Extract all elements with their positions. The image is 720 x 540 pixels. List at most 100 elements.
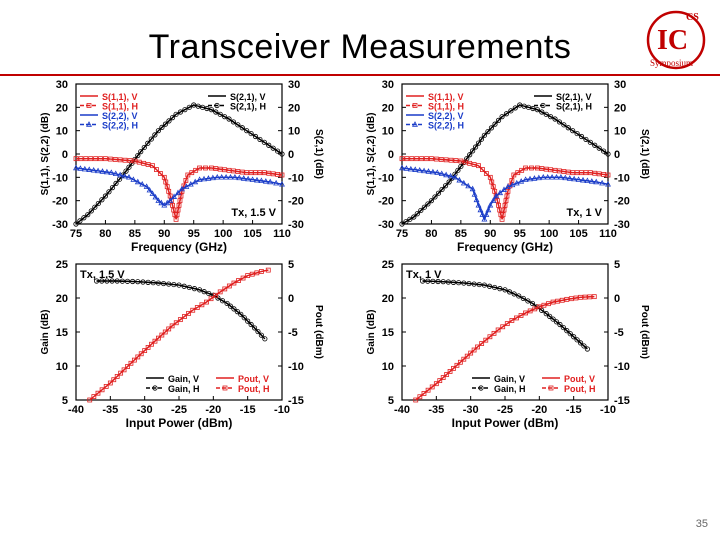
data-point bbox=[503, 198, 509, 204]
data-point bbox=[419, 156, 425, 162]
logo-mid-text: IC bbox=[657, 25, 688, 56]
data-point bbox=[155, 280, 162, 286]
data-point bbox=[274, 148, 281, 154]
x-tick-label: -40 bbox=[394, 404, 410, 416]
y-right-tick-label: 0 bbox=[614, 293, 620, 305]
data-point bbox=[266, 142, 272, 148]
data-point bbox=[466, 280, 472, 287]
series-pout-h bbox=[413, 294, 597, 403]
data-point bbox=[190, 307, 196, 313]
y-left-tick-label: 10 bbox=[382, 126, 394, 138]
data-point bbox=[476, 281, 482, 288]
data-point bbox=[186, 104, 192, 110]
y-right-tick-label: -5 bbox=[614, 327, 624, 339]
data-point bbox=[596, 145, 602, 151]
data-point bbox=[495, 327, 501, 333]
y-left-tick-label: 20 bbox=[382, 102, 394, 114]
data-point bbox=[138, 149, 144, 155]
data-point bbox=[496, 202, 501, 208]
data-point bbox=[433, 381, 439, 387]
y-left-axis-label: S(1,1), S(2,2) (dB) bbox=[40, 113, 51, 196]
data-point bbox=[500, 324, 506, 330]
legend-label: S(2,2), V bbox=[428, 111, 464, 121]
data-point bbox=[432, 194, 438, 200]
series-line bbox=[401, 167, 609, 222]
data-point bbox=[136, 159, 142, 165]
data-point bbox=[605, 151, 611, 157]
data-point bbox=[234, 308, 240, 315]
data-point bbox=[433, 156, 439, 162]
data-point bbox=[226, 116, 232, 122]
data-point bbox=[487, 201, 494, 208]
data-point bbox=[217, 289, 223, 295]
data-point bbox=[176, 282, 182, 288]
data-point bbox=[150, 280, 156, 286]
data-point bbox=[109, 185, 116, 191]
x-tick-label: 90 bbox=[484, 228, 496, 240]
data-point bbox=[236, 174, 243, 181]
data-point bbox=[512, 105, 518, 111]
data-point bbox=[145, 140, 151, 146]
x-tick-label: 100 bbox=[540, 228, 558, 240]
data-point bbox=[447, 172, 454, 179]
data-point bbox=[457, 359, 463, 365]
data-point bbox=[231, 280, 237, 286]
plot-frame bbox=[401, 263, 609, 401]
data-point bbox=[122, 157, 128, 163]
data-point bbox=[399, 164, 405, 171]
data-point bbox=[152, 132, 158, 138]
data-point bbox=[574, 170, 580, 176]
legend-label: S(1,1), V bbox=[428, 92, 464, 102]
data-point bbox=[399, 221, 405, 227]
legend-label: Pout, V bbox=[564, 374, 595, 384]
data-point bbox=[117, 157, 123, 163]
data-point bbox=[103, 168, 110, 175]
data-point bbox=[187, 180, 194, 187]
data-point bbox=[222, 385, 228, 391]
data-point bbox=[601, 172, 606, 177]
data-point bbox=[443, 171, 450, 178]
data-point bbox=[135, 152, 141, 159]
data-point bbox=[500, 212, 506, 218]
chart-s-params-1p5v: 75 80 85 90 95 100 105 110 -30 -20 -10 0 10 20 30 -30 -2… bbox=[36, 78, 336, 258]
data-point bbox=[173, 111, 179, 117]
data-point bbox=[194, 305, 200, 310]
data-point bbox=[494, 198, 500, 204]
data-point bbox=[141, 160, 147, 166]
data-point bbox=[245, 273, 251, 278]
x-tick-label: -40 bbox=[68, 404, 84, 416]
legend-label: Gain, H bbox=[168, 384, 200, 394]
data-point bbox=[562, 174, 569, 181]
symposium-logo: CS IC Symposium bbox=[640, 4, 714, 76]
data-point bbox=[578, 294, 583, 300]
x-tick-label: -10 bbox=[600, 404, 616, 416]
data-point bbox=[192, 178, 199, 185]
data-point bbox=[112, 170, 119, 177]
series-s-2-1-h bbox=[399, 102, 611, 227]
data-point bbox=[570, 128, 576, 134]
y-left-tick-label: 20 bbox=[56, 293, 68, 305]
legend-label: Gain, V bbox=[168, 374, 199, 384]
data-point bbox=[77, 165, 84, 171]
data-point bbox=[579, 170, 584, 176]
data-point bbox=[167, 197, 174, 203]
data-point bbox=[152, 193, 159, 200]
data-point bbox=[177, 317, 183, 323]
y-right-tick-label: 0 bbox=[288, 149, 294, 161]
x-tick-label: 85 bbox=[455, 228, 467, 240]
data-point bbox=[452, 173, 458, 180]
data-point bbox=[77, 218, 83, 224]
data-point bbox=[88, 208, 94, 214]
x-tick-label: 95 bbox=[514, 228, 526, 240]
power-1v-plot: -40 -35 -30 -25 -20 -15 -10510152025-15-10-505… bbox=[366, 259, 650, 430]
data-point bbox=[182, 314, 187, 319]
data-point bbox=[584, 177, 591, 184]
data-point bbox=[173, 320, 179, 326]
data-point bbox=[421, 167, 428, 174]
data-point bbox=[460, 179, 467, 186]
data-point bbox=[509, 181, 516, 188]
data-point bbox=[547, 313, 553, 319]
data-point bbox=[605, 180, 611, 187]
data-point bbox=[99, 197, 105, 203]
data-point bbox=[478, 136, 485, 142]
